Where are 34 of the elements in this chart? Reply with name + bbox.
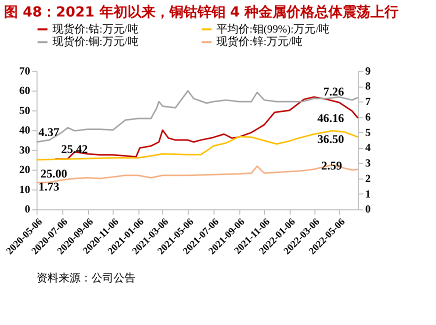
y2-tick-label: 4 [365,142,372,154]
y2-tick-label: 8 [365,80,372,93]
y2-tick-label: 2 [365,172,371,185]
y2-tick-label: 0 [365,204,372,216]
legend-label: 现货价:锌:万元/吨 [216,35,303,48]
y-tick-label: 20 [19,164,31,176]
line-series [36,130,359,161]
legend-label: 平均价:钼(99%):万元/吨 [216,22,330,36]
y-tick-label: 0 [24,204,31,216]
y2-tick-label: 1 [365,188,371,200]
data-label: 25.00 [40,166,68,181]
y2-tick-label: 5 [365,126,372,139]
y-tick-label: 50 [19,104,31,117]
y-tick-label: 70 [19,65,31,78]
data-label: 7.26 [323,84,344,99]
y2-tick-label: 6 [365,111,372,124]
legend-label: 现货价:钴:万元/吨 [52,22,138,36]
y-tick-label: 60 [19,85,31,98]
line-series [36,164,359,184]
y-tick-label: 30 [19,144,31,156]
legend-label: 现货价:铜:万元/吨 [52,35,138,48]
chart-title: 图 48：2021 年初以来，铜钴锌钼 4 种金属价格总体震荡上行 [4,3,399,20]
data-label: 36.50 [317,132,344,146]
y-tick-label: 10 [19,184,31,196]
y2-tick-label: 7 [365,96,372,108]
y-tick-label: 40 [19,124,31,137]
data-label: 2.59 [321,158,342,172]
data-label: 46.16 [317,110,344,125]
data-label: 25.42 [61,142,88,156]
data-label: 4.37 [38,125,60,140]
data-label: 1.73 [38,180,60,194]
text: 资料来源：公司公告 [36,271,136,284]
y2-tick-label: 9 [365,65,372,78]
y2-tick-label: 3 [365,158,372,170]
